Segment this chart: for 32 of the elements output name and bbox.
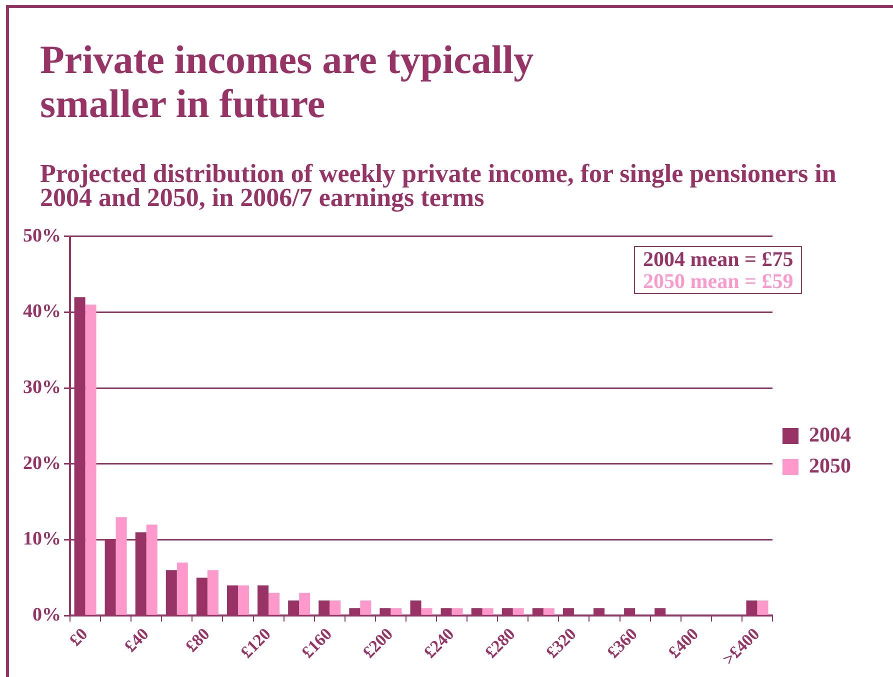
y-tick-label: 40% <box>23 301 61 322</box>
bar <box>421 608 432 615</box>
bar <box>330 600 341 615</box>
chart-subtitle: Projected distribution of weekly private income, for single pensioners in 2004 and 2050, in 2006/7 earnings terms <box>40 159 838 212</box>
bar <box>452 608 463 615</box>
x-tick-label: £0 <box>66 624 92 650</box>
bar <box>390 608 402 615</box>
y-tick-label: 10% <box>23 528 61 550</box>
annotation: 2004 mean = £75 <box>643 247 794 271</box>
y-tick-label: 20% <box>23 452 61 474</box>
y-tick-label: 30% <box>23 377 61 398</box>
legend-label: 2050 <box>809 453 851 478</box>
chart-title: Private incomes are typically smaller in future <box>40 37 535 126</box>
bar <box>299 592 310 615</box>
bar <box>146 524 158 615</box>
bar <box>176 562 188 615</box>
y-tick-label: 50% <box>23 225 61 246</box>
bar <box>482 608 494 615</box>
x-tick-label: £40 <box>120 624 152 656</box>
x-tick-label: £80 <box>182 624 214 656</box>
bar <box>360 600 372 615</box>
bar <box>757 600 768 615</box>
legend-label: 2004 <box>809 422 852 446</box>
bar <box>543 608 554 615</box>
bar <box>238 585 249 615</box>
bar <box>268 592 280 615</box>
bar <box>512 608 524 615</box>
y-tick-label: 0% <box>32 604 61 626</box>
bar <box>85 304 96 615</box>
bar <box>207 570 218 615</box>
bar <box>116 517 127 615</box>
annotation: 2050 mean = £59 <box>643 269 794 293</box>
